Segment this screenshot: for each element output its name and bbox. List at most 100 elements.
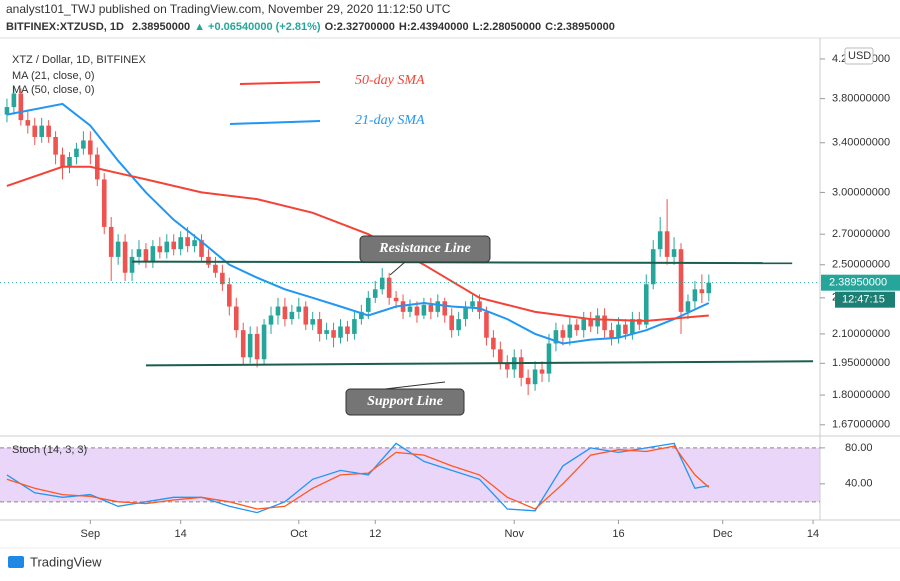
candle-body	[706, 282, 712, 294]
candle-body	[81, 140, 86, 149]
candle-body	[359, 311, 364, 320]
candle-body	[18, 93, 24, 121]
candle-body	[25, 120, 31, 126]
candle-body	[685, 301, 691, 312]
candle-body	[518, 357, 524, 378]
y-tick-label: 3.00000000	[832, 186, 890, 198]
candle-body	[699, 289, 705, 294]
y-tick-label: 2.50000000	[832, 259, 890, 271]
candle-body	[289, 311, 295, 320]
x-tick-label: Nov	[504, 528, 524, 540]
candle-body	[366, 297, 371, 312]
candle-body	[11, 93, 17, 108]
candle-body	[67, 157, 72, 167]
candle-body	[616, 324, 621, 338]
callout-pointer	[389, 261, 406, 276]
ma-line	[6, 102, 710, 345]
y-tick-label: 2.70000000	[832, 228, 890, 240]
callout-pointer	[384, 381, 446, 390]
candle-body	[74, 148, 79, 158]
candle-body	[588, 319, 593, 327]
ma-line	[6, 165, 709, 322]
y-tick-label: 40.00	[845, 478, 873, 490]
candle-body	[143, 249, 149, 262]
candle-body	[602, 315, 607, 331]
candle-body	[261, 324, 267, 360]
legend-entry: MA (50, close, 0)	[12, 84, 95, 96]
callout-box	[345, 388, 465, 416]
x-tick-label: Oct	[290, 528, 307, 540]
candle-body	[4, 107, 10, 115]
candle-body	[553, 330, 559, 344]
candle-body	[331, 330, 336, 338]
y-tick-label: 1.80000000	[832, 389, 890, 401]
candle-body	[60, 154, 65, 167]
candle-body	[442, 301, 448, 316]
y-tick-label: 2.10000000	[832, 328, 890, 340]
callout-label: Support Line	[367, 394, 443, 409]
candle-body	[574, 324, 580, 331]
candle-body	[532, 369, 538, 385]
annotation-line	[229, 120, 321, 125]
candle-body	[199, 240, 204, 257]
candle-body	[220, 272, 225, 285]
candle-body	[178, 237, 183, 250]
candle-body	[275, 306, 281, 316]
candle-body	[296, 306, 302, 312]
countdown-box	[835, 291, 895, 308]
candle-body	[664, 231, 670, 257]
candle-body	[678, 249, 684, 312]
low: L:2.28050000	[473, 21, 542, 33]
x-tick-label: 16	[612, 528, 624, 540]
candle-body	[671, 249, 677, 257]
last: 2.38950000	[132, 21, 190, 33]
last-price-label: 2.38950000	[829, 277, 887, 289]
y-tick-label: 3.80000000	[832, 93, 890, 105]
legend-entry: MA (21, close, 0)	[12, 70, 95, 82]
candle-body	[525, 377, 531, 385]
candle-body	[567, 324, 573, 338]
candle-body	[94, 154, 100, 180]
candle-body	[254, 333, 260, 360]
x-tick-label: 14	[175, 528, 187, 540]
last-price-box	[821, 274, 900, 291]
candle-body	[414, 306, 420, 316]
candle-body	[233, 306, 239, 331]
x-tick-label: 14	[807, 528, 819, 540]
candle-body	[609, 330, 614, 338]
currency-label: USD	[848, 50, 871, 62]
chart-title: Stoch (14, 3, 3)	[12, 444, 87, 456]
candle-body	[227, 284, 232, 307]
y-tick-label: 1.95000000	[832, 357, 890, 369]
annotation-line	[239, 81, 321, 85]
candle-body	[372, 289, 378, 298]
candle-body	[213, 264, 218, 273]
candle-body	[129, 256, 135, 273]
candle-body	[386, 277, 392, 298]
high: H:2.43940000	[399, 21, 469, 33]
candle-body	[456, 319, 461, 331]
change: ▲ +0.06540000 (+2.81%)	[194, 21, 321, 33]
candle-body	[53, 136, 58, 155]
candle-body	[310, 319, 316, 325]
x-tick-label: Dec	[713, 528, 733, 540]
close: C:2.38950000	[545, 21, 615, 33]
candle-body	[657, 231, 663, 250]
candle-body	[581, 319, 587, 331]
candle-body	[101, 179, 107, 227]
open: O:2.32700000	[325, 21, 395, 33]
candle-body	[150, 246, 156, 262]
currency-box	[844, 47, 874, 65]
candle-body	[115, 241, 121, 257]
callout-label: Resistance Line	[378, 241, 470, 256]
symbol: BITFINEX:XTZUSD, 1D	[6, 21, 124, 33]
candle-body	[171, 241, 177, 250]
candle-body	[623, 324, 628, 334]
quote-line: BITFINEX:XTZUSD, 1D 2.38950000 ▲ +0.065400…	[6, 21, 615, 33]
chart-title: XTZ / Dollar, 1D, BITFINEX	[12, 54, 147, 66]
candle-body	[560, 330, 566, 338]
candle-body	[539, 369, 545, 374]
candle-body	[136, 249, 142, 257]
